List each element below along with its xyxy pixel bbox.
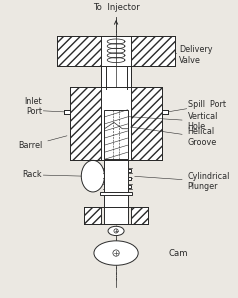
- Text: Vertical
Hole: Vertical Hole: [122, 112, 218, 131]
- Bar: [131, 36, 175, 66]
- Ellipse shape: [81, 160, 104, 192]
- Bar: [104, 192, 128, 217]
- Bar: [57, 36, 101, 66]
- Bar: [100, 192, 132, 195]
- Bar: [162, 110, 168, 114]
- Bar: [104, 160, 128, 192]
- Text: Inlet
Port: Inlet Port: [25, 97, 42, 116]
- Bar: [101, 36, 131, 66]
- Bar: [128, 184, 131, 188]
- Bar: [131, 87, 162, 160]
- Bar: [84, 207, 101, 224]
- Bar: [128, 169, 131, 172]
- Circle shape: [114, 229, 118, 233]
- Ellipse shape: [108, 226, 124, 236]
- Bar: [127, 66, 131, 87]
- Text: Cylindrical
Plunger: Cylindrical Plunger: [135, 172, 230, 191]
- Text: Rack: Rack: [23, 170, 42, 179]
- Ellipse shape: [94, 241, 138, 265]
- Bar: [64, 110, 70, 114]
- Bar: [131, 207, 148, 224]
- Bar: [104, 110, 128, 159]
- Bar: [101, 87, 131, 160]
- Circle shape: [113, 250, 119, 256]
- Bar: [105, 66, 127, 87]
- Bar: [101, 66, 105, 87]
- Text: Barrel: Barrel: [18, 136, 67, 150]
- Bar: [104, 207, 128, 224]
- Text: Cam: Cam: [169, 249, 188, 257]
- Text: Delivery
Valve: Delivery Valve: [175, 45, 213, 65]
- Text: To  Injector: To Injector: [93, 3, 139, 12]
- Text: Helical
Groove: Helical Groove: [130, 127, 217, 147]
- Bar: [128, 177, 131, 180]
- Bar: [70, 87, 101, 160]
- Text: Spill  Port: Spill Port: [188, 100, 226, 109]
